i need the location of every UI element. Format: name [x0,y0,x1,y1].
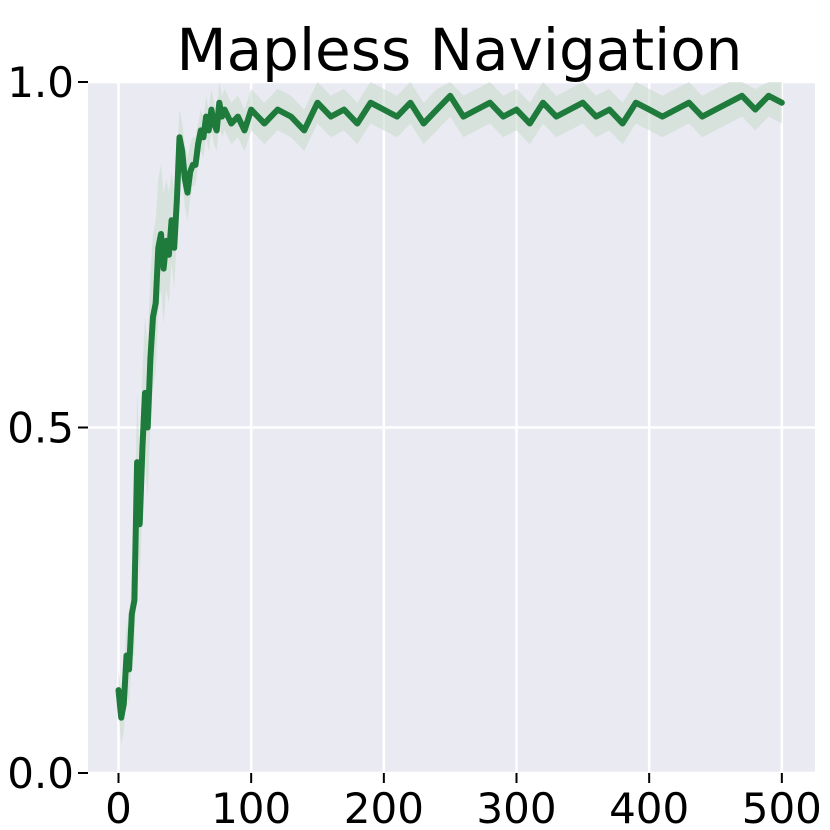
x-tick-label: 300 [476,784,556,830]
x-gridlines [117,82,784,773]
y-gridlines [88,80,815,775]
y-tick-label: 1.0 [7,58,74,107]
y-axis-ticks: 0.0 0.5 1.0 [7,58,88,798]
x-tick-label: 500 [742,784,822,830]
x-axis-ticks: 0 100 200 300 400 500 [105,773,822,830]
series-line [115,92,785,721]
y-tick-label: 0.5 [7,404,74,453]
x-tick-label: 400 [609,784,689,830]
x-tick-label: 200 [344,784,424,830]
x-tick-label: 0 [105,784,132,830]
y-tick-label: 0.0 [7,749,74,798]
confidence-band [118,82,782,746]
chart-title: Mapless Navigation [177,16,743,84]
x-tick-label: 100 [211,784,291,830]
